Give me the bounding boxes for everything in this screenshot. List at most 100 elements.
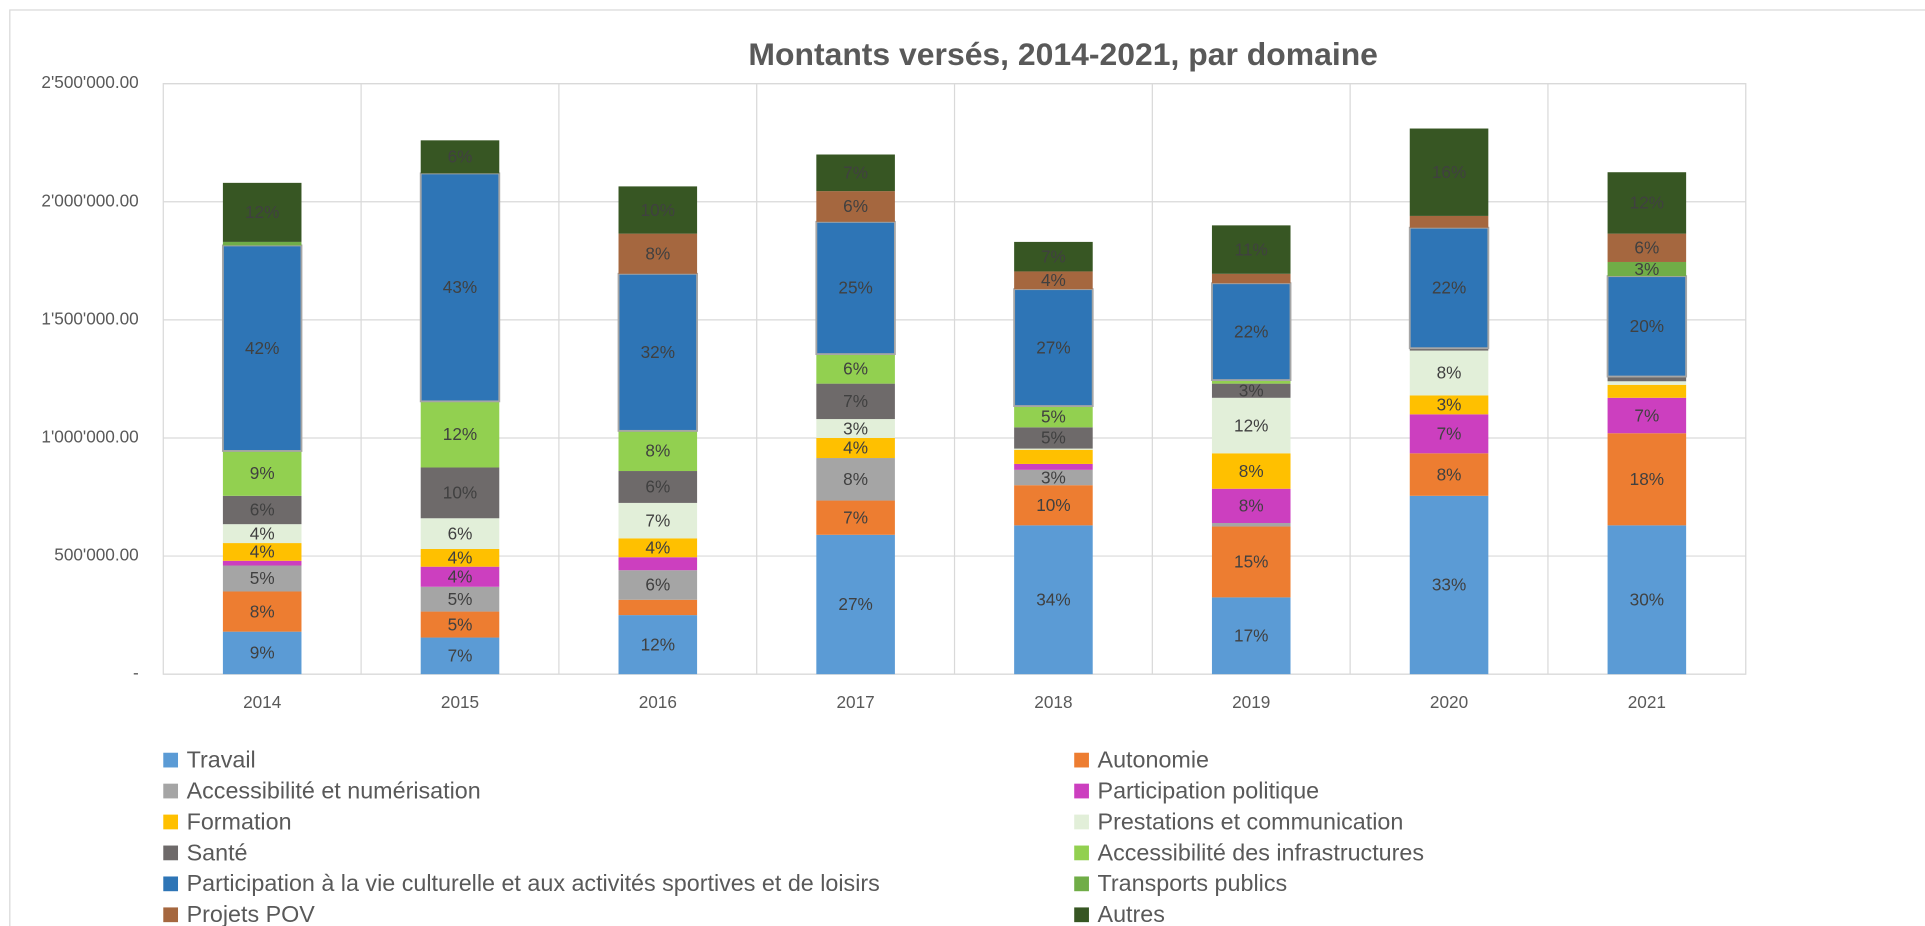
data-label: 12%: [641, 634, 675, 654]
x-tick-label: 2014: [243, 692, 282, 712]
bar-segment: [816, 437, 895, 459]
data-label: 12%: [443, 424, 477, 444]
legend-swatch: [163, 907, 179, 923]
data-label: 11%: [1235, 239, 1268, 259]
data-label: 8%: [645, 243, 670, 263]
data-label: 6%: [448, 523, 473, 543]
data-label: 10%: [1036, 495, 1070, 515]
data-label: 9%: [250, 463, 275, 483]
bar-segment: [1211, 522, 1291, 527]
bar-segment: [420, 518, 500, 549]
data-label: 3%: [1634, 259, 1659, 279]
x-tick-label: 2021: [1628, 692, 1666, 712]
data-label: 7%: [448, 646, 473, 666]
bar-segment: [618, 557, 698, 571]
data-label: 6%: [645, 575, 670, 595]
legend-swatch: [1074, 907, 1089, 923]
bar-segment: [815, 220, 896, 356]
bar-segment: [1014, 271, 1093, 290]
bar-segment: [1607, 525, 1687, 675]
bar-segment: [222, 524, 302, 544]
bar-segment: [1014, 525, 1093, 675]
data-label: 6%: [645, 477, 670, 497]
legend-swatch: [163, 876, 179, 892]
legend-swatch: [1074, 814, 1089, 830]
bar-segment: [617, 272, 699, 432]
bar-segment: [1409, 215, 1489, 228]
bar-segment: [1211, 453, 1291, 489]
bar-segment: [222, 450, 302, 496]
x-tick-label: 2018: [1034, 692, 1072, 712]
data-label: 7%: [843, 391, 868, 411]
bar-segment: [420, 611, 500, 638]
legend-label: Formation: [187, 808, 292, 834]
legend-swatch: [1074, 845, 1089, 861]
data-label: 6%: [250, 500, 275, 520]
data-label: 12%: [1234, 415, 1268, 435]
bar-segment: [618, 430, 698, 472]
data-label: 7%: [843, 507, 868, 527]
bar-segment: [1408, 226, 1490, 350]
bar-segment: [420, 566, 500, 587]
bar-segment: [1211, 273, 1291, 284]
data-label: 7%: [645, 510, 670, 530]
data-label: 22%: [1234, 321, 1268, 341]
bar-segment: [222, 495, 302, 525]
data-label: 4%: [1041, 270, 1066, 290]
x-tick-label: 2020: [1430, 692, 1468, 712]
bar-segment: [1211, 397, 1291, 454]
data-label: 8%: [1437, 464, 1462, 484]
data-label: 8%: [1437, 363, 1462, 383]
data-label: 5%: [1041, 406, 1066, 426]
legend-label: Accessibilité et numérisation: [187, 777, 481, 803]
y-tick-label: 500'000.00: [54, 545, 138, 565]
data-label: 4%: [645, 538, 670, 558]
bar-segment: [1607, 172, 1687, 234]
data-label: 27%: [1036, 337, 1070, 357]
bar-segment: [1211, 488, 1291, 523]
bar-segment: [1014, 449, 1093, 464]
data-label: 7%: [1437, 424, 1462, 444]
bar-segment: [816, 419, 895, 438]
y-tick-label: 1'500'000.00: [41, 308, 138, 328]
data-label: 34%: [1036, 590, 1070, 610]
bar-segment: [1013, 288, 1094, 407]
bar-segment: [222, 565, 302, 592]
bar-segment: [1409, 395, 1489, 415]
bar-segment: [222, 182, 302, 242]
bar-segment: [1014, 448, 1093, 450]
legend-swatch: [163, 814, 179, 830]
bar-segment: [222, 543, 302, 561]
bar-segment: [618, 615, 698, 675]
data-label: 43%: [443, 277, 477, 297]
data-label: 5%: [448, 589, 473, 609]
bar-segment: [618, 502, 698, 539]
bar-segment: [618, 599, 698, 616]
data-label: 27%: [838, 594, 872, 614]
bar-segment: [816, 458, 895, 501]
bar-segment: [420, 140, 500, 174]
data-label: 3%: [1041, 467, 1066, 487]
bar-segment: [1211, 526, 1291, 598]
y-tick-label: -: [133, 663, 139, 683]
bar-segment: [1211, 383, 1291, 398]
legend-label: Autonomie: [1098, 746, 1209, 772]
chart-frame: [9, 9, 1925, 926]
bar-segment: [420, 401, 500, 468]
bar-segment: [1014, 469, 1093, 486]
bar-segment: [222, 591, 302, 632]
data-label: 3%: [1437, 395, 1462, 415]
data-label: 25%: [838, 278, 872, 298]
bar-segment: [1607, 381, 1687, 385]
legend-label: Transports publics: [1098, 870, 1288, 896]
bar-segment: [1607, 233, 1687, 262]
data-label: 42%: [245, 338, 279, 358]
legend-label: Accessibilité des infrastructures: [1098, 839, 1425, 865]
bar-segment: [618, 538, 698, 558]
bar-segment: [1607, 397, 1687, 434]
data-label: 4%: [250, 523, 275, 543]
data-label: 8%: [1239, 496, 1264, 516]
data-label: 8%: [1239, 461, 1264, 481]
